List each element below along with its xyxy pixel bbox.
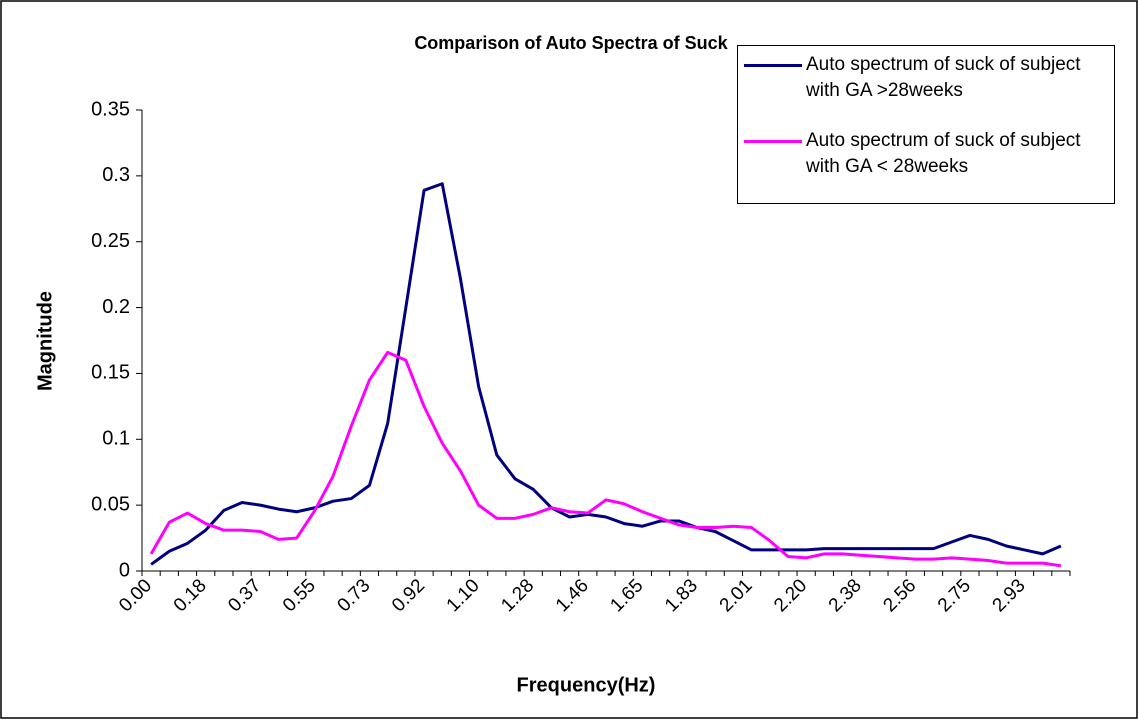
legend-swatch: [744, 64, 802, 67]
y-tick-label: 0.35: [91, 98, 130, 120]
y-tick-label: 0.15: [91, 362, 130, 384]
legend: Auto spectrum of suck of subject with GA…: [737, 45, 1115, 204]
y-tick-label: 0.1: [102, 428, 130, 450]
y-tick-label: 0.2: [102, 296, 130, 318]
y-axis-title: Magnitude: [34, 291, 56, 391]
x-axis-title: Frequency(Hz): [517, 674, 656, 696]
legend-label: Auto spectrum of suck of subject with GA…: [806, 130, 1081, 177]
series-line: [149, 350, 1062, 568]
legend-swatch: [744, 140, 802, 143]
chart-title: Comparison of Auto Spectra of Suck: [414, 33, 728, 53]
y-tick-label: 0.3: [102, 164, 130, 186]
legend-label: Auto spectrum of suck of subject with GA…: [806, 54, 1081, 101]
y-tick-label: 0.25: [91, 230, 130, 252]
y-tick-label: 0: [119, 559, 130, 581]
series-line: [150, 182, 1062, 566]
y-tick-label: 0.05: [91, 493, 130, 515]
